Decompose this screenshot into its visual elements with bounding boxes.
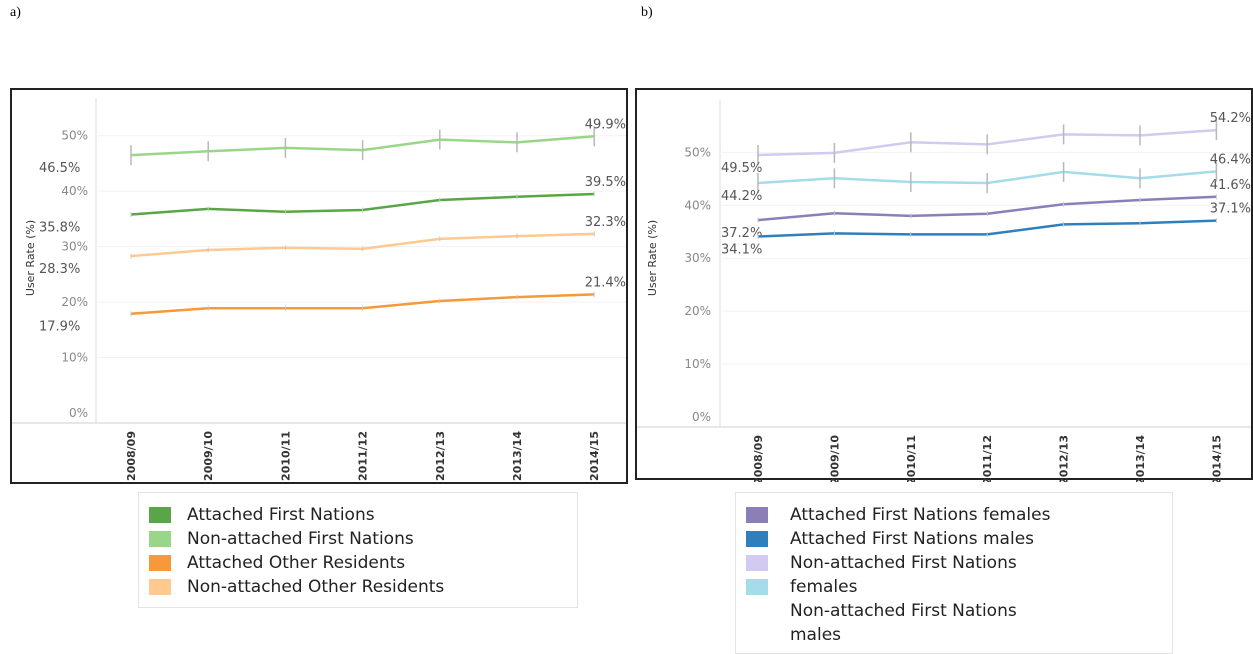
start-value-label: 35.8%	[39, 220, 80, 235]
end-value-label: 37.1%	[1210, 202, 1251, 217]
legend-b-item-3: Non-attached First Nations females	[736, 551, 1060, 599]
legend-label: Attached First Nations	[187, 505, 375, 525]
x-tick-label: 2009/10	[828, 435, 841, 482]
y-tick-label: 40%	[684, 198, 711, 212]
legend-a-item-2: Non-attached First Nations	[139, 527, 577, 551]
legend-b-item-4: Non-attached First Nations males	[736, 579, 1060, 647]
legend-swatch	[746, 555, 768, 571]
legend-label: Non-attached First Nations males	[790, 601, 1017, 645]
start-value-label: 44.2%	[721, 189, 762, 204]
legend-swatch	[149, 507, 171, 523]
end-value-label: 46.4%	[1210, 152, 1251, 167]
x-tick-label: 2014/15	[588, 431, 601, 481]
series-line	[757, 195, 1217, 222]
start-value-label: 49.5%	[721, 161, 762, 176]
chart-b: 0% 10% 20% 30% 40% 50% User Rate (%) 2008/09 200…	[635, 88, 1253, 482]
legend-label: Attached First Nations females	[790, 505, 1051, 525]
legend-b: Attached First Nations females Attached …	[735, 492, 1173, 654]
chart-a-plot: 0% 10% 20% 30% 40% 50% User Rate (%) 2008/09 200…	[12, 98, 626, 481]
panel-a-letter: a)	[10, 5, 21, 20]
x-tick-label: 2012/13	[1058, 435, 1071, 482]
legend-swatch	[746, 507, 768, 523]
y-tick-label: 10%	[684, 357, 711, 371]
y-tick-label: 50%	[61, 129, 88, 143]
y-axis-title: User Rate (%)	[24, 220, 37, 296]
x-tick-label: 2011/12	[981, 435, 994, 482]
chart-b-plot: 0% 10% 20% 30% 40% 50% User Rate (%) 2008/09 200…	[637, 100, 1251, 482]
y-tick-label: 0%	[69, 406, 88, 420]
legend-swatch	[149, 579, 171, 595]
x-tick-label: 2011/12	[357, 431, 370, 481]
legend-label: Non-attached Other Residents	[187, 577, 445, 597]
y-tick-label: 50%	[684, 145, 711, 159]
y-tick-label: 10%	[61, 351, 88, 365]
legend-label: Attached Other Residents	[187, 553, 406, 573]
y-tick-label: 20%	[61, 295, 88, 309]
y-tick-label: 30%	[61, 240, 88, 254]
start-value-label: 28.3%	[39, 262, 80, 277]
legend-swatch	[746, 579, 768, 595]
legend-swatch	[149, 531, 171, 547]
end-value-label: 49.9%	[585, 117, 626, 132]
y-axis-title: User Rate (%)	[646, 220, 659, 296]
x-tick-label: 2012/13	[434, 431, 447, 481]
legend-label: Attached First Nations males	[790, 529, 1035, 549]
start-value-label: 17.9%	[39, 320, 80, 335]
y-tick-label: 40%	[61, 184, 88, 198]
series-line	[130, 293, 595, 315]
panel-b-letter: b)	[641, 5, 653, 20]
x-tick-label: 2008/09	[752, 435, 765, 482]
start-value-label: 34.1%	[721, 243, 762, 258]
x-tick-label: 2008/09	[125, 431, 138, 481]
legend-a-item-4: Non-attached Other Residents	[139, 575, 577, 599]
x-tick-label: 2014/15	[1210, 435, 1223, 482]
series-line	[130, 232, 595, 258]
end-value-label: 54.2%	[1210, 111, 1251, 126]
legend-label: Non-attached First Nations females	[790, 553, 1017, 597]
x-tick-label: 2013/14	[1134, 435, 1147, 482]
legend-a-item-3: Attached Other Residents	[139, 551, 577, 575]
legend-swatch	[149, 555, 171, 571]
end-value-label: 32.3%	[585, 215, 626, 230]
legend-label: Non-attached First Nations	[187, 529, 414, 549]
end-value-label: 41.6%	[1210, 178, 1251, 193]
y-tick-label: 20%	[684, 304, 711, 318]
y-tick-label: 0%	[692, 410, 711, 424]
x-tick-label: 2010/11	[279, 431, 292, 481]
x-tick-label: 2013/14	[511, 431, 524, 481]
legend-a-item-1: Attached First Nations	[139, 503, 577, 527]
end-value-label: 21.4%	[585, 275, 626, 290]
legend-swatch	[746, 531, 768, 547]
chart-a: 0% 10% 20% 30% 40% 50% User Rate (%) 2008/09 200…	[10, 88, 628, 484]
start-value-label: 37.2%	[721, 226, 762, 241]
x-tick-label: 2009/10	[202, 431, 215, 481]
y-tick-label: 30%	[684, 251, 711, 265]
legend-a: Attached First Nations Non-attached Firs…	[138, 492, 578, 608]
end-value-label: 39.5%	[585, 175, 626, 190]
x-tick-label: 2010/11	[905, 435, 918, 482]
legend-b-item-2: Attached First Nations males	[736, 527, 1172, 551]
start-value-label: 46.5%	[39, 161, 80, 176]
legend-b-item-1: Attached First Nations females	[736, 503, 1172, 527]
